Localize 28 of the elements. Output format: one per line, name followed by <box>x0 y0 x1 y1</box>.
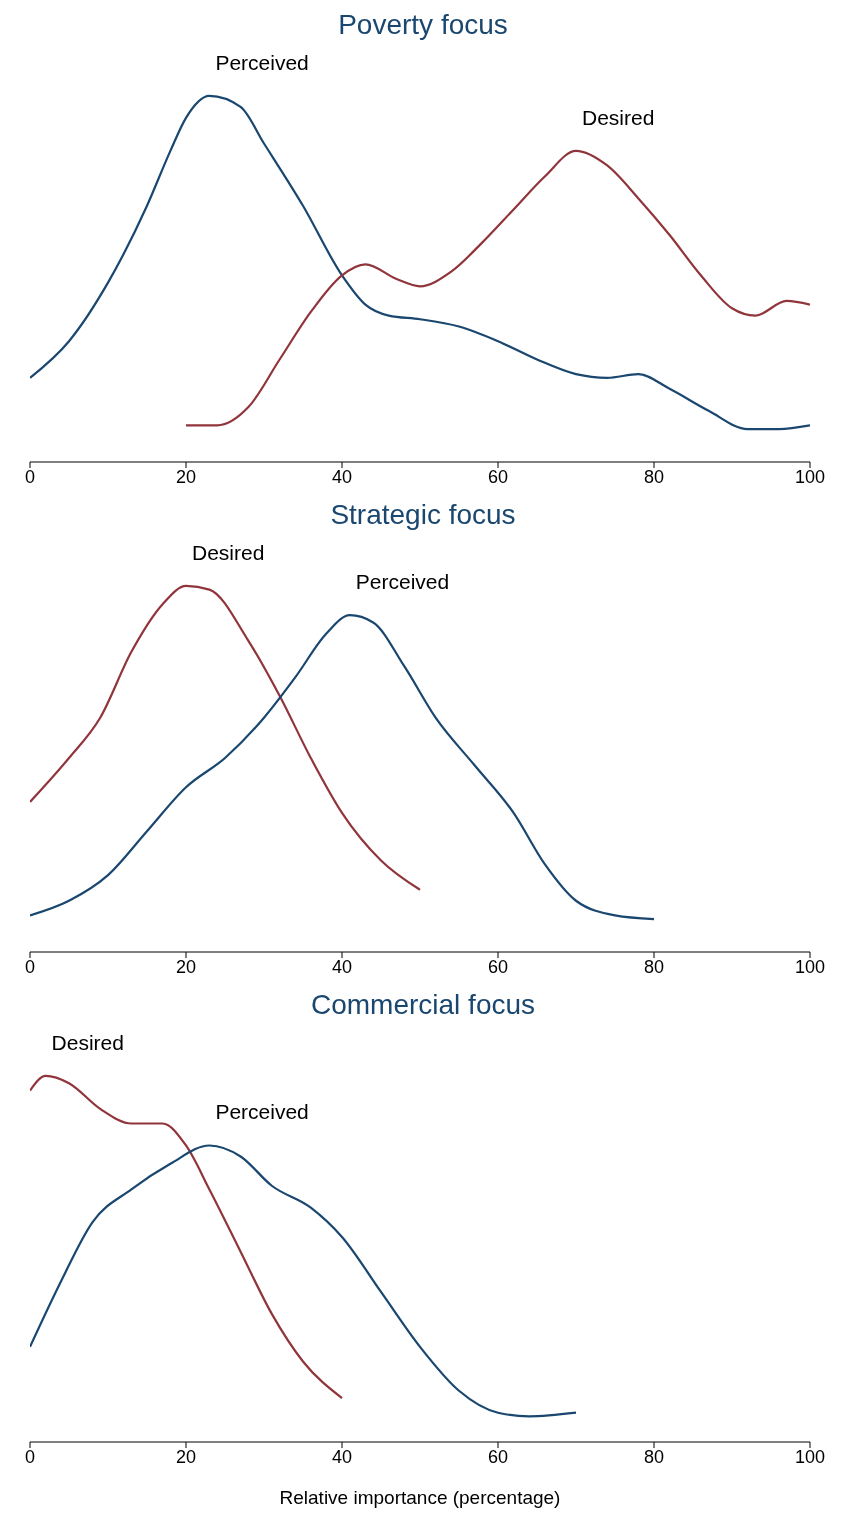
x-tick-label: 0 <box>24 956 36 977</box>
x-tick-label: 20 <box>175 466 197 487</box>
x-tick-label: 60 <box>487 1446 509 1467</box>
x-tick-label: 40 <box>331 466 353 487</box>
x-tick-label: 100 <box>794 466 826 487</box>
x-tick-label: 20 <box>175 956 197 977</box>
series-label: Desired <box>582 105 655 129</box>
x-tick-label: 80 <box>643 1446 665 1467</box>
chart-title: Commercial focus <box>309 988 537 1022</box>
x-tick-label: 100 <box>794 956 826 977</box>
x-tick-label: 0 <box>24 466 36 487</box>
series-label: Desired <box>51 1030 124 1054</box>
x-tick-label: 40 <box>331 1446 353 1467</box>
x-tick-label: 40 <box>331 956 353 977</box>
x-tick-label: 80 <box>643 466 665 487</box>
chart-title: Poverty focus <box>337 8 509 42</box>
series-label: Perceived <box>355 570 450 594</box>
chart-title: Strategic focus <box>329 498 517 532</box>
series-label: Perceived <box>215 50 309 74</box>
x-tick-label: 60 <box>487 956 509 977</box>
x-tick-label: 0 <box>24 1446 36 1467</box>
x-tick-label: 80 <box>643 956 665 977</box>
series-label: Desired <box>192 540 265 564</box>
x-axis-title: Relative importance (percentage) <box>279 1487 561 1508</box>
x-tick-label: 20 <box>175 1446 197 1467</box>
series-label: Perceived <box>215 1100 309 1124</box>
x-tick-label: 60 <box>487 466 509 487</box>
x-tick-label: 100 <box>794 1446 826 1467</box>
